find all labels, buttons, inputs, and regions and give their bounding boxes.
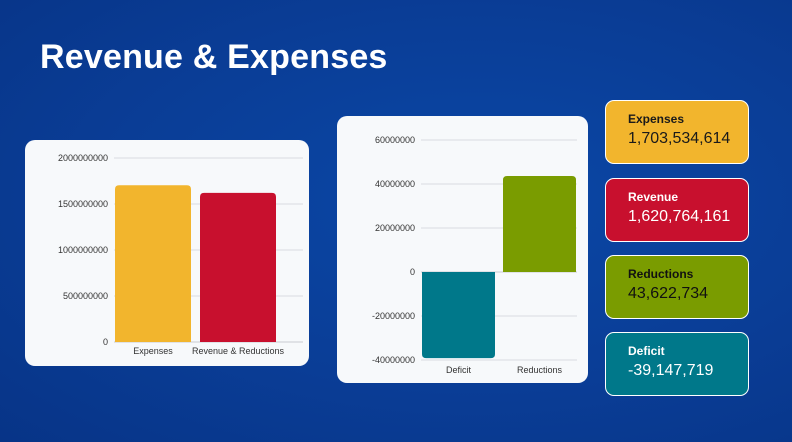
chart1-y-tick-label: 500000000 [63, 291, 108, 301]
revenue-card-value: 1,620,764,161 [628, 208, 731, 225]
reductions-card: Reductions 43,622,734 [605, 255, 749, 319]
chart1-y-tick-label: 2000000000 [58, 153, 108, 163]
chart2-bar [422, 272, 495, 359]
chart-expenses-vs-revenue: 2000000000 1500000000 1000000000 500000000 0… [58, 153, 303, 356]
revenue-card: Revenue 1,620,764,161 [605, 178, 749, 242]
chart-panel-deficit-reductions: 60000000 40000000 20000000 0 -20000000 -40000… [337, 116, 588, 383]
expenses-card: Expenses 1,703,534,614 [605, 100, 749, 164]
deficit-card: Deficit -39,147,719 [605, 332, 749, 396]
chart1-bar [200, 192, 276, 342]
page-title: Revenue & Expenses [40, 38, 388, 76]
chart2-x-tick-label: Reductions [517, 365, 563, 375]
chart2-bar [503, 176, 576, 272]
chart2-y-tick-label: 40000000 [375, 179, 415, 189]
deficit-card-value: -39,147,719 [628, 362, 714, 379]
expenses-card-value: 1,703,534,614 [628, 130, 731, 147]
chart1-y-tick-label: 1000000000 [58, 245, 108, 255]
chart2-x-tick-label: Deficit [446, 365, 472, 375]
chart2-y-tick-label: -40000000 [372, 355, 415, 365]
chart1-y-tick-label: 0 [103, 337, 108, 347]
revenue-card-label: Revenue [628, 190, 679, 204]
chart1-x-tick-label: Expenses [133, 346, 173, 356]
chart1-x-tick-label: Revenue & Reductions [192, 346, 285, 356]
chart2-y-tick-label: 20000000 [375, 223, 415, 233]
chart1-y-tick-label: 1500000000 [58, 199, 108, 209]
chart-deficit-vs-reductions: 60000000 40000000 20000000 0 -20000000 -40000… [372, 135, 577, 375]
reductions-card-label: Reductions [628, 267, 694, 281]
chart1-bar [115, 185, 191, 342]
chart2-y-tick-label: 0 [410, 267, 415, 277]
expenses-card-label: Expenses [628, 112, 685, 126]
reductions-card-value: 43,622,734 [628, 285, 709, 302]
chart-panel-expenses-revenue: 2000000000 1500000000 1000000000 500000000 0… [25, 140, 309, 366]
chart2-y-tick-label: -20000000 [372, 311, 415, 321]
chart2-y-tick-label: 60000000 [375, 135, 415, 145]
deficit-card-label: Deficit [628, 344, 665, 358]
